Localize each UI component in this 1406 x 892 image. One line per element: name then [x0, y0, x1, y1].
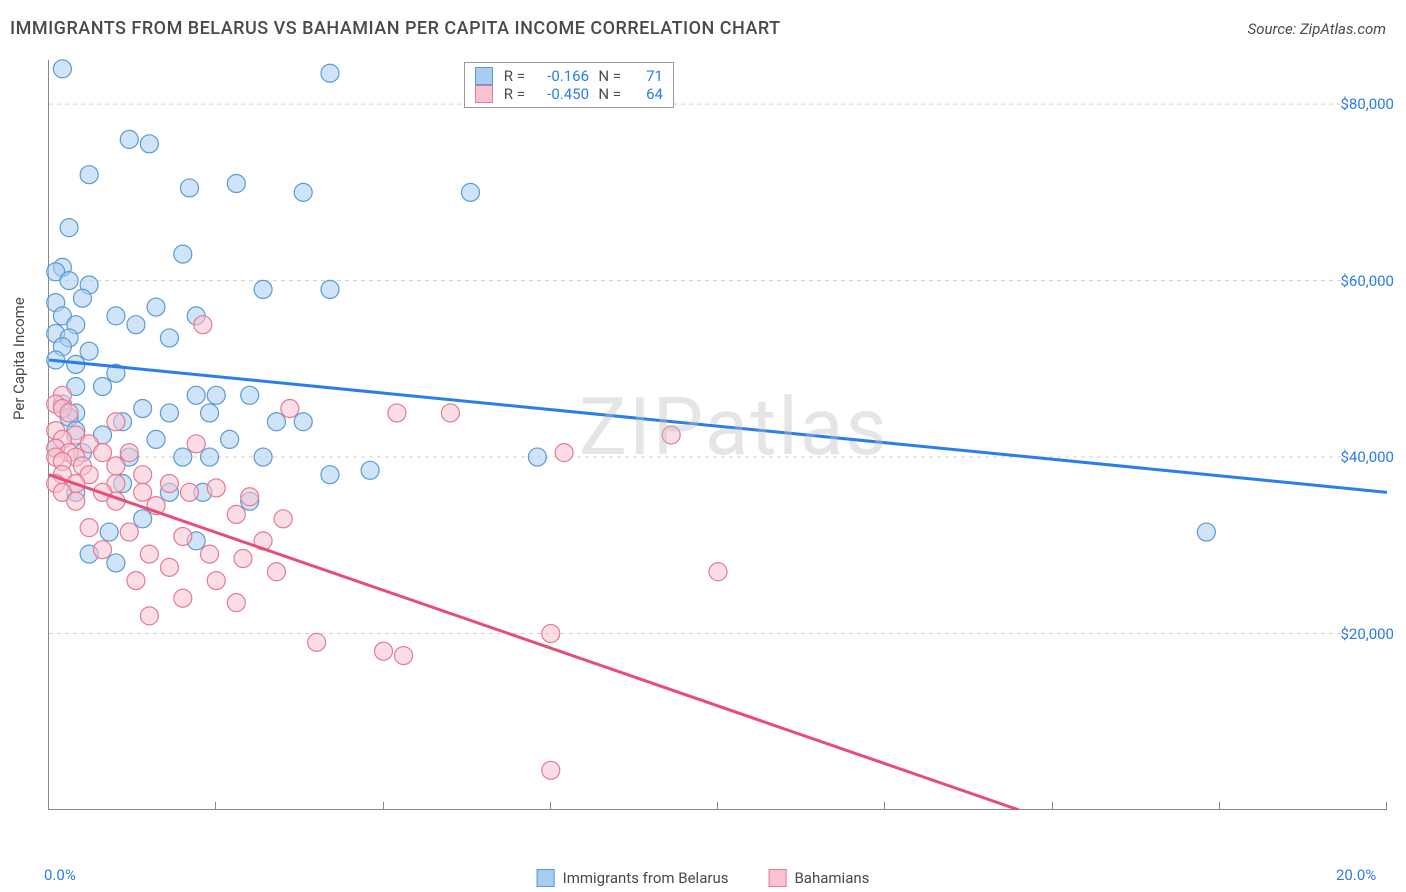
- chart-container: IMMIGRANTS FROM BELARUS VS BAHAMIAN PER …: [0, 0, 1406, 892]
- stat-r-value: -0.450: [531, 85, 589, 103]
- y-tick-label: $20,000: [1340, 625, 1394, 643]
- stats-row: R = -0.166 N = 71: [475, 67, 663, 85]
- chart-svg: [49, 60, 1386, 809]
- header-row: IMMIGRANTS FROM BELARUS VS BAHAMIAN PER …: [10, 18, 1386, 39]
- stat-n-value: 64: [627, 85, 663, 103]
- stat-r-value: -0.166: [531, 67, 589, 85]
- legend-item: Immigrants from Belarus: [537, 869, 729, 887]
- x-tick-mark: [550, 802, 551, 810]
- y-axis-label: Per Capita Income: [10, 297, 28, 420]
- x-tick-mark: [717, 802, 718, 810]
- legend-label: Immigrants from Belarus: [563, 869, 729, 887]
- x-tick-label: 20.0%: [1336, 866, 1376, 884]
- stats-legend-box: R = -0.166 N = 71 R = -0.450 N = 64: [464, 62, 674, 108]
- legend-swatch: [768, 869, 786, 887]
- stat-r-label: R =: [499, 67, 525, 85]
- stats-swatch: [475, 85, 493, 103]
- source-name: ZipAtlas.com: [1300, 20, 1386, 38]
- x-tick-mark: [1386, 802, 1387, 810]
- legend-bottom: Immigrants from Belarus Bahamians: [537, 869, 870, 887]
- stat-n-value: 71: [627, 67, 663, 85]
- chart-title: IMMIGRANTS FROM BELARUS VS BAHAMIAN PER …: [10, 18, 781, 39]
- x-tick-mark: [1219, 802, 1220, 810]
- legend-swatch: [537, 869, 555, 887]
- y-tick-label: $40,000: [1340, 448, 1394, 466]
- plot-area: ZIPatlas R =-0.166N =71R =-0.450N =64: [48, 60, 1386, 810]
- x-tick-label: 0.0%: [44, 866, 76, 884]
- x-tick-mark: [215, 802, 216, 810]
- stat-r-label: R =: [499, 85, 525, 103]
- y-tick-label: $80,000: [1340, 95, 1394, 113]
- stat-n-label: N =: [595, 67, 621, 85]
- x-tick-mark: [884, 802, 885, 810]
- stats-swatch: [475, 67, 493, 85]
- x-tick-mark: [1052, 802, 1053, 810]
- source-prefix: Source:: [1248, 20, 1300, 38]
- stats-row: R = -0.450 N = 64: [475, 85, 663, 103]
- source-attribution: Source: ZipAtlas.com: [1248, 20, 1386, 38]
- y-tick-label: $60,000: [1340, 272, 1394, 290]
- stat-n-label: N =: [595, 85, 621, 103]
- legend-label: Bahamians: [794, 869, 869, 887]
- legend-item: Bahamians: [768, 869, 869, 887]
- x-tick-mark: [48, 802, 49, 810]
- x-tick-mark: [383, 802, 384, 810]
